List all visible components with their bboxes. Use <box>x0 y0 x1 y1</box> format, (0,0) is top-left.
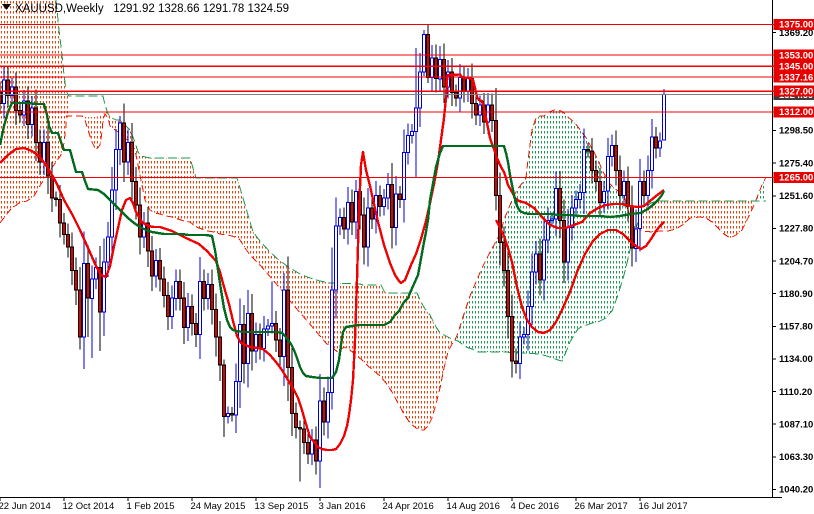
svg-text:1157.80: 1157.80 <box>779 322 813 333</box>
svg-text:4 Dec 2016: 4 Dec 2016 <box>511 501 560 512</box>
svg-text:1110.20: 1110.20 <box>779 387 812 398</box>
svg-text:26 Mar 2017: 26 Mar 2017 <box>575 501 628 512</box>
svg-text:1063.30: 1063.30 <box>779 452 813 463</box>
svg-text:16 Jul 2017: 16 Jul 2017 <box>639 501 688 512</box>
svg-text:1265.00: 1265.00 <box>779 173 813 184</box>
svg-text:12 Oct 2014: 12 Oct 2014 <box>63 501 115 512</box>
svg-text:14 Aug 2016: 14 Aug 2016 <box>447 501 500 512</box>
svg-text:1345.00: 1345.00 <box>779 61 813 72</box>
svg-text:1040.20: 1040.20 <box>779 485 813 496</box>
svg-text:1369.20: 1369.20 <box>779 28 813 39</box>
svg-text:1134.00: 1134.00 <box>779 354 813 365</box>
svg-text:1298.50: 1298.50 <box>779 126 813 137</box>
svg-text:XAUUSD,Weekly 1291.92 1328.6: XAUUSD,Weekly 1291.92 1328.66 1291.78 13… <box>15 3 289 15</box>
svg-text:1312.00: 1312.00 <box>779 107 813 118</box>
svg-text:24 Apr 2016: 24 Apr 2016 <box>383 501 434 512</box>
svg-text:22 Jun 2014: 22 Jun 2014 <box>0 501 51 512</box>
svg-text:1275.40: 1275.40 <box>779 158 813 169</box>
svg-text:1087.10: 1087.10 <box>779 419 813 430</box>
svg-text:1180.90: 1180.90 <box>779 289 813 300</box>
svg-text:1251.60: 1251.60 <box>779 191 813 202</box>
svg-text:1375.00: 1375.00 <box>779 20 813 31</box>
svg-text:1 Feb 2015: 1 Feb 2015 <box>127 501 175 512</box>
svg-text:13 Sep 2015: 13 Sep 2015 <box>255 501 309 512</box>
svg-text:1227.80: 1227.80 <box>779 224 813 235</box>
svg-text:1327.00: 1327.00 <box>779 86 813 97</box>
svg-text:3 Jan 2016: 3 Jan 2016 <box>319 501 366 512</box>
svg-text:1353.00: 1353.00 <box>779 50 813 61</box>
svg-text:1337.16: 1337.16 <box>779 72 813 83</box>
svg-text:24 May 2015: 24 May 2015 <box>191 501 246 512</box>
svg-text:1204.70: 1204.70 <box>779 256 813 267</box>
